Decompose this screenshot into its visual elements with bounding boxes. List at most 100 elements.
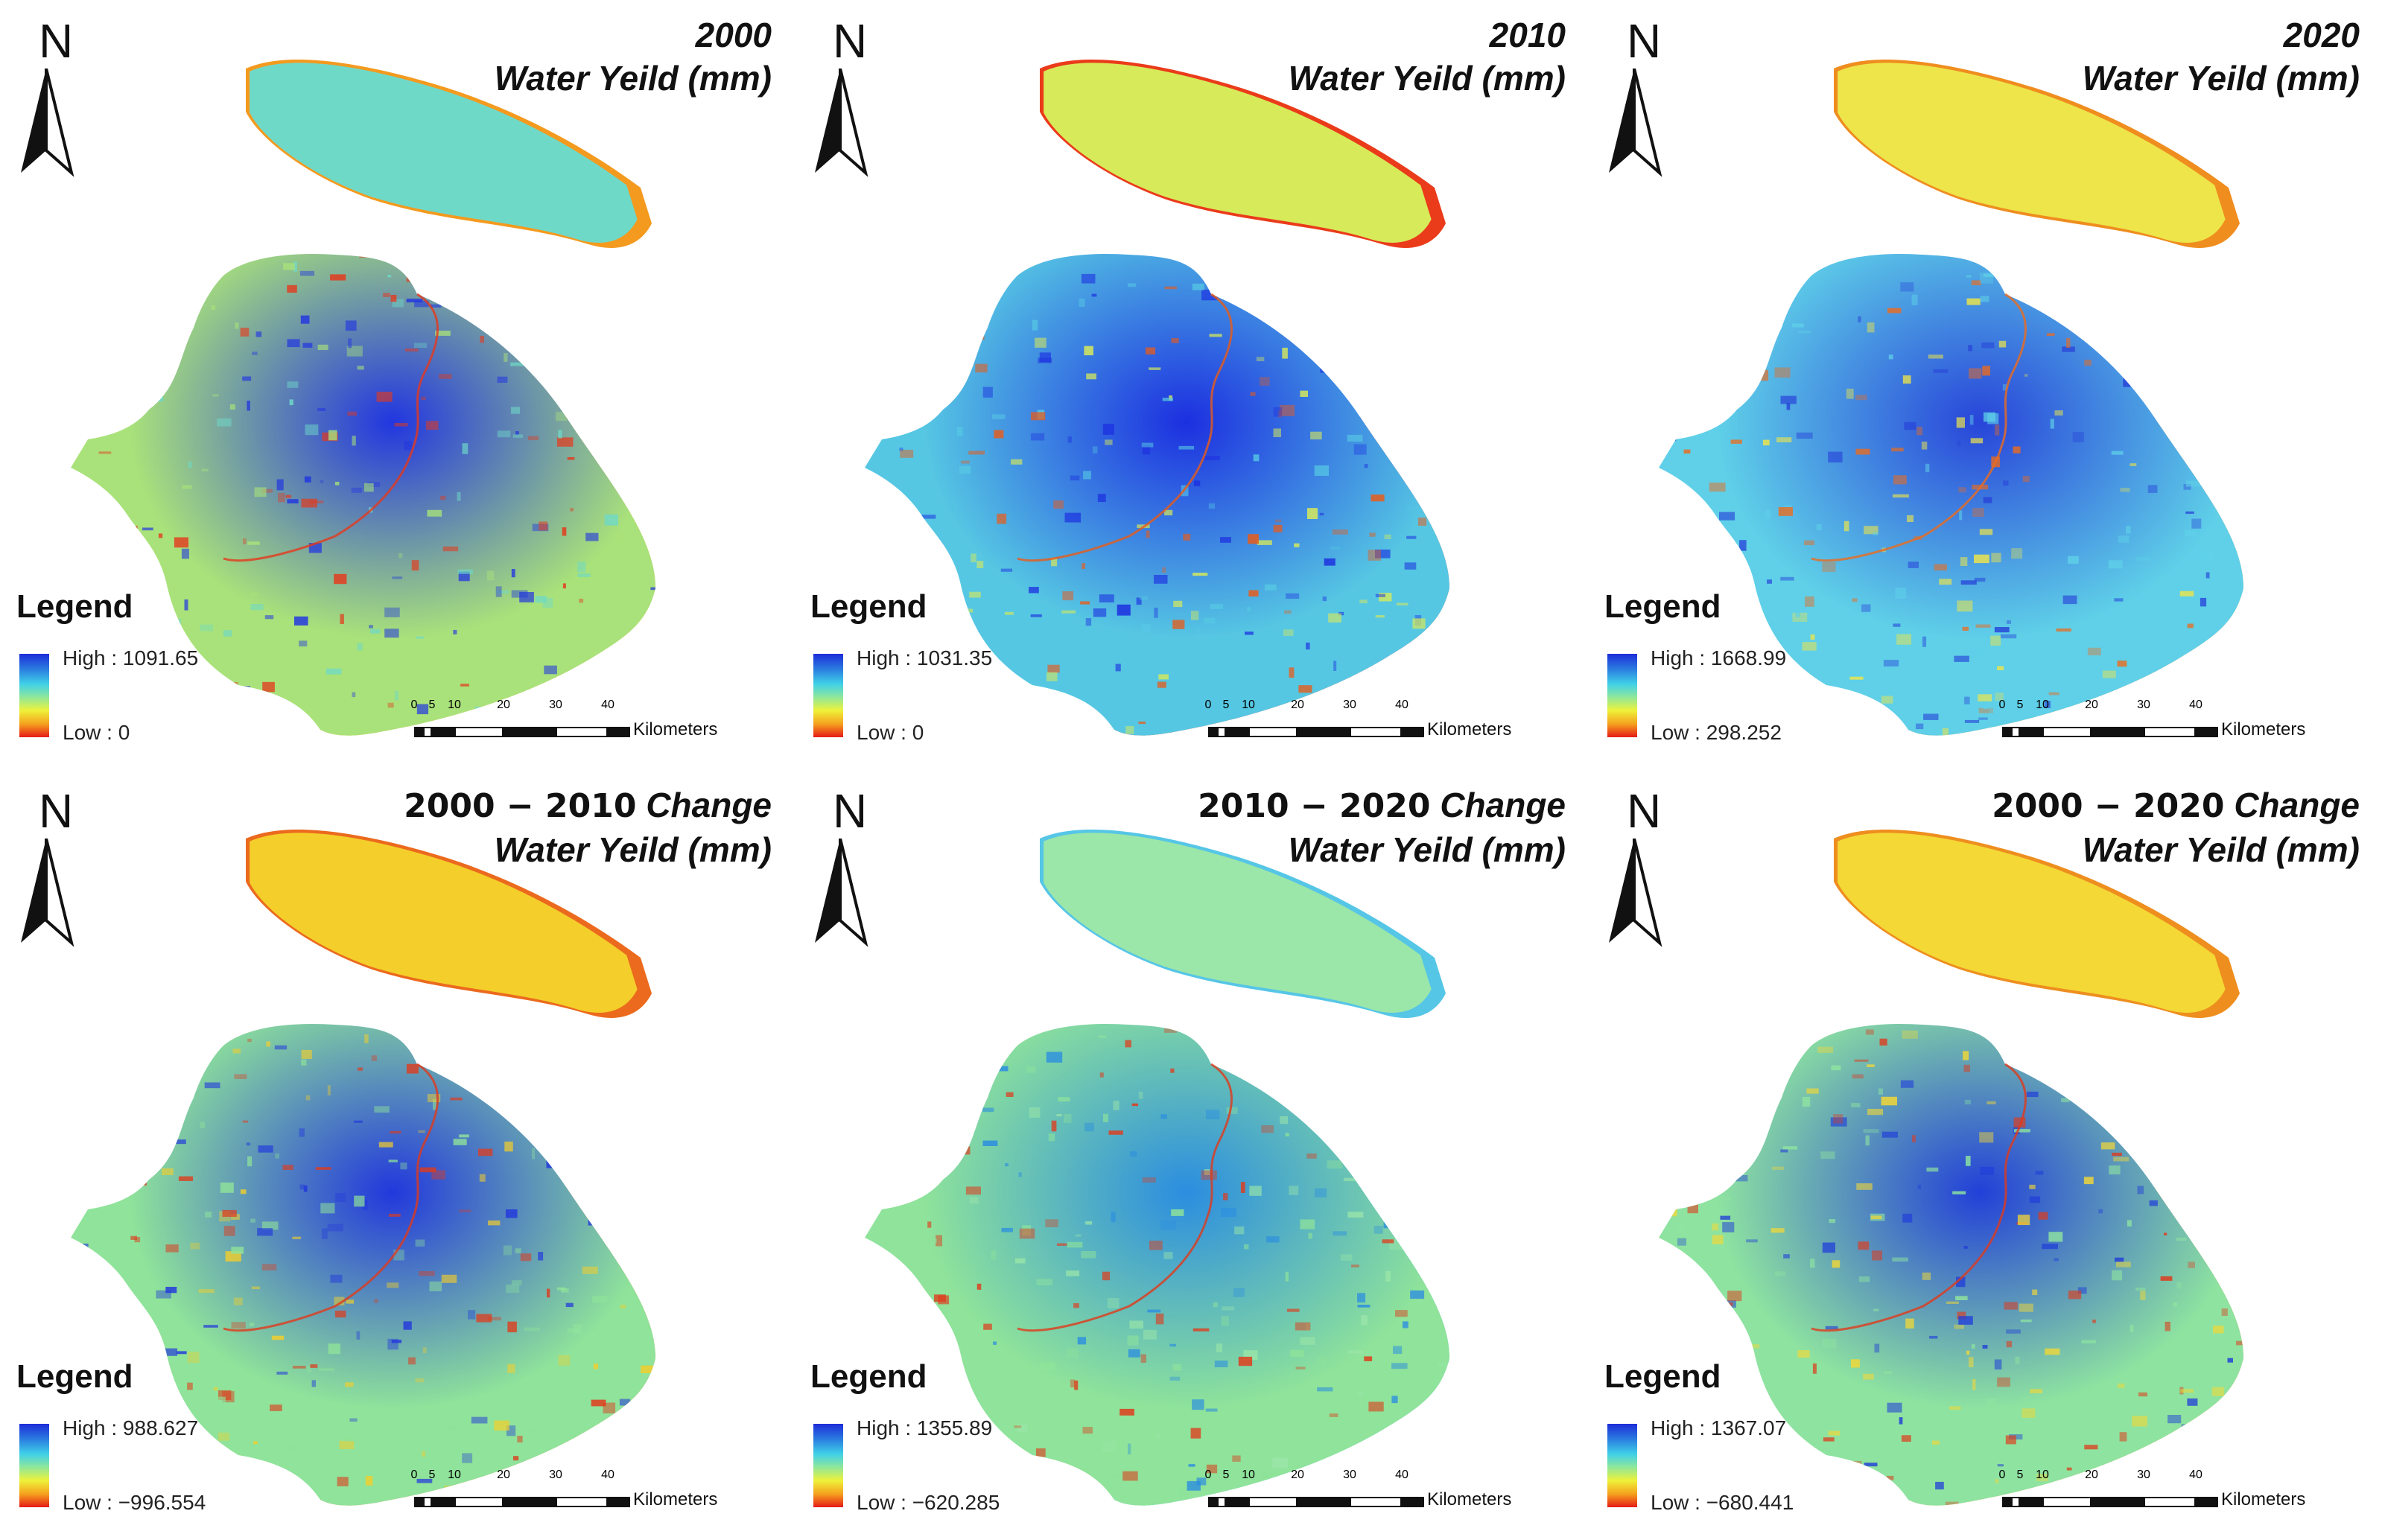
panel-title: 2000 − 2020 Change Water Yeild (mm) — [1992, 783, 2360, 871]
legend-low-value: Low : −680.441 — [1651, 1491, 1794, 1514]
north-arrow-icon — [1609, 839, 1662, 947]
north-label: N — [833, 784, 868, 838]
chongming-island — [1838, 833, 2226, 1013]
legend-color-ramp — [1607, 654, 1637, 737]
period-label: 2010 − 2020 — [1198, 787, 1431, 825]
scale-segment — [556, 1497, 608, 1507]
metric-label: Water Yeild (mm) — [2082, 830, 2360, 869]
scale-bar: 0 5 10 20 30 40 Kilometers — [1204, 1469, 1516, 1513]
boundary-line — [1017, 1063, 1233, 1332]
legend-color-ramp — [813, 654, 843, 737]
scale-segment — [1226, 727, 1248, 737]
scale-segment — [2020, 727, 2042, 737]
chongming-island — [1044, 833, 1432, 1013]
scale-segment — [2042, 1497, 2092, 1507]
legend-high-value: High : 1091.65 — [63, 646, 199, 669]
scale-segment — [423, 727, 432, 737]
scale-tick-label: 10 — [2036, 699, 2049, 711]
scale-tick-label: 20 — [1291, 699, 1304, 711]
legend-title: Legend — [810, 588, 927, 625]
scale-segment — [414, 727, 423, 737]
scale-segment — [1402, 1497, 1424, 1507]
scale-segment — [432, 1497, 454, 1507]
north-label: N — [1627, 784, 1662, 838]
raster-map — [1659, 829, 2243, 1506]
raster-map — [71, 829, 655, 1506]
north-arrow-icon — [815, 69, 868, 177]
chongming-island — [250, 63, 638, 243]
metric-label: Water Yeild (mm) — [1288, 59, 1566, 98]
scale-segment — [504, 1497, 556, 1507]
scale-segment — [2144, 1497, 2196, 1507]
metric-label: Water Yeild (mm) — [494, 59, 772, 98]
scale-tick-label: 30 — [549, 1469, 562, 1481]
scale-segment — [1350, 727, 1402, 737]
scale-bar: 0 5 10 20 30 40 Kilometers — [1998, 699, 2310, 743]
legend-color-ramp — [813, 1424, 843, 1507]
scale-segment — [2002, 1497, 2011, 1507]
legend-high-value: High : 988.627 — [63, 1416, 199, 1439]
scale-tick-label: 20 — [1291, 1469, 1304, 1481]
scale-segment — [2020, 1497, 2042, 1507]
scale-tick-label: 0 — [1998, 699, 2006, 711]
scale-tick-label: 5 — [1222, 1469, 1230, 1481]
metric-label: Water Yeild (mm) — [1288, 830, 1566, 869]
map-panel-5: N 2010 − 2020 Change Water Yeild (mm) Legen… — [794, 770, 1588, 1540]
scale-segment — [2196, 1497, 2218, 1507]
metric-label: Water Yeild (mm) — [2082, 59, 2360, 98]
map-panel-6: N 2000 − 2020 Change Water Yeild (mm) Legen… — [1588, 770, 2382, 1540]
scale-segment — [1298, 727, 1350, 737]
period-label: 2000 − 2010 — [404, 787, 637, 825]
map-panel-3: N 2020 Water Yeild (mm) Legend High : 1668.9… — [1588, 0, 2382, 770]
scale-segment — [2196, 727, 2218, 737]
scale-segment — [2092, 1497, 2144, 1507]
scale-tick-label: 5 — [428, 1469, 436, 1481]
scale-bar: 0 5 10 20 30 40 Kilometers — [410, 1469, 722, 1513]
mainland-region — [71, 253, 655, 736]
raster-map — [1659, 59, 2243, 736]
chongming-island — [1044, 63, 1432, 243]
legend-low-value: Low : −620.285 — [857, 1491, 1000, 1514]
scale-unit: Kilometers — [2221, 719, 2306, 739]
legend-high-value: High : 1668.99 — [1651, 646, 1787, 669]
change-label: Change — [2234, 786, 2360, 824]
scale-segment — [1217, 727, 1226, 737]
scale-tick-label: 10 — [1242, 699, 1255, 711]
scale-unit: Kilometers — [1427, 1489, 1512, 1509]
scale-tick-label: 40 — [1395, 699, 1408, 711]
scale-segment — [2011, 1497, 2020, 1507]
raster-map — [865, 829, 1449, 1506]
scale-segment — [1298, 1497, 1350, 1507]
north-label: N — [39, 784, 74, 838]
boundary-line — [1017, 293, 1233, 562]
scale-segment — [1208, 1497, 1217, 1507]
scale-segment — [556, 727, 608, 737]
scale-tick-label: 40 — [601, 699, 614, 711]
scale-segment — [2042, 727, 2092, 737]
year-label: 2020 — [2283, 16, 2360, 54]
scale-tick-label: 0 — [1204, 1469, 1212, 1481]
scale-tick-label: 5 — [1222, 699, 1230, 711]
north-arrow-icon — [815, 839, 868, 947]
land-cover-texture — [71, 253, 655, 736]
scale-segment — [454, 727, 504, 737]
scale-unit: Kilometers — [633, 1489, 718, 1509]
north-arrow-icon — [1609, 69, 1662, 177]
legend-high-value: High : 1031.35 — [857, 646, 993, 669]
map-panel-1: N 2000 Water Yeild (mm) Legend High : 1091.6… — [0, 0, 794, 770]
change-label: Change — [646, 786, 772, 824]
legend-title: Legend — [810, 1358, 927, 1395]
panel-title: 2010 Water Yeild (mm) — [1289, 13, 1566, 100]
scale-tick-label: 40 — [2189, 1469, 2202, 1481]
legend-high-value: High : 1355.89 — [857, 1416, 993, 1439]
map-panel-2: N 2010 Water Yeild (mm) Legend High : 1031.3… — [794, 0, 1588, 770]
scale-tick-label: 10 — [448, 1469, 461, 1481]
scale-segment — [1248, 1497, 1298, 1507]
scale-tick-label: 30 — [1343, 1469, 1356, 1481]
scale-tick-label: 5 — [2016, 699, 2024, 711]
boundary-line — [1811, 1063, 2027, 1332]
chongming-island — [250, 833, 638, 1013]
legend-title: Legend — [1604, 1358, 1721, 1395]
scale-tick-label: 20 — [497, 699, 510, 711]
legend-low-value: Low : 0 — [857, 721, 924, 744]
